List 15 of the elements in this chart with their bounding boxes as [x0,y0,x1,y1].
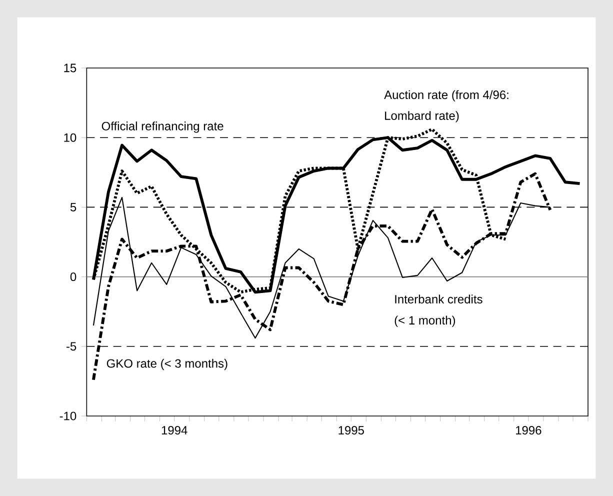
y-tick-label: 5 [70,203,76,212]
y-tick-label: -10 [60,412,76,420]
x-tick-label: 1994 [162,426,188,435]
y-tick-label: 0 [70,272,76,282]
annotation: GKO rate (< 3 months) [106,358,228,370]
x-tick-label: 1996 [516,426,542,435]
annotation: Lombard rate) [385,111,459,122]
annotation: (< 1 month) [394,316,456,327]
annotation: Interbank credits [395,294,482,304]
annotation: Official refinancing rate [102,122,224,133]
y-tick-label: -5 [66,342,76,351]
annotation: Auction rate (from 4/96: [384,90,508,102]
y-tick-label: 15 [64,64,76,72]
x-tick-label: 1995 [338,426,364,435]
y-tick-label: 10 [64,133,76,142]
